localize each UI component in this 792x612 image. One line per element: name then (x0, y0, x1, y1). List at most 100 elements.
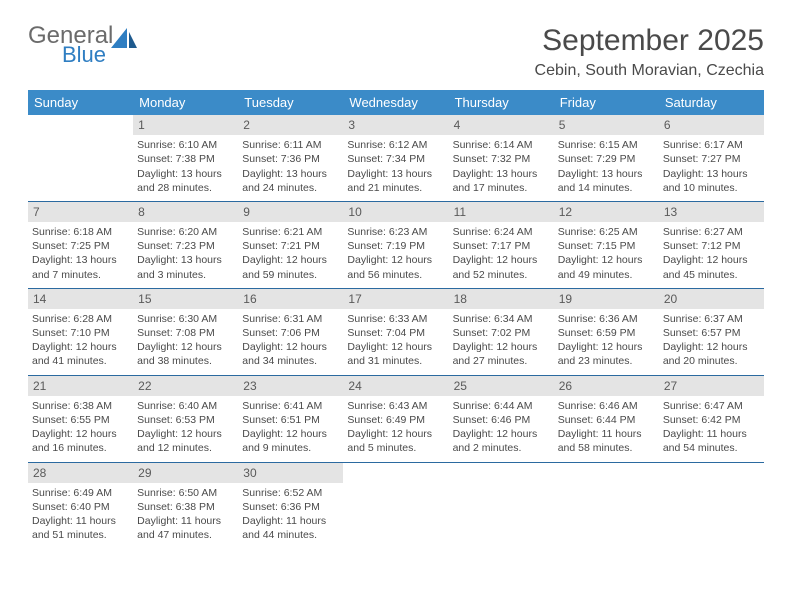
day-number: 20 (659, 289, 764, 309)
day-cell: 10Sunrise: 6:23 AMSunset: 7:19 PMDayligh… (343, 202, 448, 288)
day-number: 19 (554, 289, 659, 309)
sunset-text: Sunset: 6:44 PM (558, 413, 655, 427)
daylight-text: Daylight: 12 hours and 2 minutes. (453, 427, 550, 455)
sunrise-text: Sunrise: 6:24 AM (453, 225, 550, 239)
sunset-text: Sunset: 7:23 PM (137, 239, 234, 253)
day-header: Sunday (28, 90, 133, 115)
week-row: 21Sunrise: 6:38 AMSunset: 6:55 PMDayligh… (28, 376, 764, 462)
day-cell: 5Sunrise: 6:15 AMSunset: 7:29 PMDaylight… (554, 115, 659, 201)
sunset-text: Sunset: 7:34 PM (347, 152, 444, 166)
day-cell: 1Sunrise: 6:10 AMSunset: 7:38 PMDaylight… (133, 115, 238, 201)
daylight-text: Daylight: 12 hours and 38 minutes. (137, 340, 234, 368)
day-number: 27 (659, 376, 764, 396)
day-number: 10 (343, 202, 448, 222)
day-number: 23 (238, 376, 343, 396)
sunset-text: Sunset: 6:59 PM (558, 326, 655, 340)
sunrise-text: Sunrise: 6:12 AM (347, 138, 444, 152)
sunset-text: Sunset: 7:12 PM (663, 239, 760, 253)
day-cell: 14Sunrise: 6:28 AMSunset: 7:10 PMDayligh… (28, 289, 133, 375)
day-number: 28 (28, 463, 133, 483)
sunrise-text: Sunrise: 6:15 AM (558, 138, 655, 152)
sunrise-text: Sunrise: 6:21 AM (242, 225, 339, 239)
day-number: 2 (238, 115, 343, 135)
sunset-text: Sunset: 7:32 PM (453, 152, 550, 166)
day-cell: 15Sunrise: 6:30 AMSunset: 7:08 PMDayligh… (133, 289, 238, 375)
week-row: 14Sunrise: 6:28 AMSunset: 7:10 PMDayligh… (28, 289, 764, 375)
day-cell: 28Sunrise: 6:49 AMSunset: 6:40 PMDayligh… (28, 463, 133, 549)
sunset-text: Sunset: 6:57 PM (663, 326, 760, 340)
day-cell: 26Sunrise: 6:46 AMSunset: 6:44 PMDayligh… (554, 376, 659, 462)
sunset-text: Sunset: 6:42 PM (663, 413, 760, 427)
day-cell: 8Sunrise: 6:20 AMSunset: 7:23 PMDaylight… (133, 202, 238, 288)
day-cell: 17Sunrise: 6:33 AMSunset: 7:04 PMDayligh… (343, 289, 448, 375)
day-number: 17 (343, 289, 448, 309)
sunrise-text: Sunrise: 6:34 AM (453, 312, 550, 326)
sunrise-text: Sunrise: 6:31 AM (242, 312, 339, 326)
sunset-text: Sunset: 6:38 PM (137, 500, 234, 514)
sunrise-text: Sunrise: 6:11 AM (242, 138, 339, 152)
sunrise-text: Sunrise: 6:38 AM (32, 399, 129, 413)
sunrise-text: Sunrise: 6:49 AM (32, 486, 129, 500)
daylight-text: Daylight: 12 hours and 52 minutes. (453, 253, 550, 281)
sunset-text: Sunset: 7:27 PM (663, 152, 760, 166)
sunset-text: Sunset: 6:36 PM (242, 500, 339, 514)
day-number: 21 (28, 376, 133, 396)
daylight-text: Daylight: 12 hours and 56 minutes. (347, 253, 444, 281)
day-cell (659, 463, 764, 549)
sunset-text: Sunset: 6:49 PM (347, 413, 444, 427)
calendar-head: Sunday Monday Tuesday Wednesday Thursday… (28, 90, 764, 115)
day-cell: 12Sunrise: 6:25 AMSunset: 7:15 PMDayligh… (554, 202, 659, 288)
day-number: 5 (554, 115, 659, 135)
day-number: 8 (133, 202, 238, 222)
sunset-text: Sunset: 6:40 PM (32, 500, 129, 514)
sunrise-text: Sunrise: 6:20 AM (137, 225, 234, 239)
sunset-text: Sunset: 7:25 PM (32, 239, 129, 253)
day-cell: 4Sunrise: 6:14 AMSunset: 7:32 PMDaylight… (449, 115, 554, 201)
day-cell: 23Sunrise: 6:41 AMSunset: 6:51 PMDayligh… (238, 376, 343, 462)
day-cell: 29Sunrise: 6:50 AMSunset: 6:38 PMDayligh… (133, 463, 238, 549)
calendar-page: General Blue September 2025 Cebin, South… (0, 0, 792, 572)
day-number: 25 (449, 376, 554, 396)
sunset-text: Sunset: 6:51 PM (242, 413, 339, 427)
day-number: 26 (554, 376, 659, 396)
sunset-text: Sunset: 7:08 PM (137, 326, 234, 340)
day-number: 29 (133, 463, 238, 483)
sunset-text: Sunset: 7:17 PM (453, 239, 550, 253)
day-header: Friday (554, 90, 659, 115)
sunrise-text: Sunrise: 6:17 AM (663, 138, 760, 152)
sunset-text: Sunset: 7:10 PM (32, 326, 129, 340)
day-number: 16 (238, 289, 343, 309)
sunset-text: Sunset: 7:36 PM (242, 152, 339, 166)
sunset-text: Sunset: 7:15 PM (558, 239, 655, 253)
sunset-text: Sunset: 6:53 PM (137, 413, 234, 427)
day-cell: 9Sunrise: 6:21 AMSunset: 7:21 PMDaylight… (238, 202, 343, 288)
daylight-text: Daylight: 12 hours and 59 minutes. (242, 253, 339, 281)
sunset-text: Sunset: 7:21 PM (242, 239, 339, 253)
brand-logo: General Blue (28, 24, 139, 66)
day-cell: 7Sunrise: 6:18 AMSunset: 7:25 PMDaylight… (28, 202, 133, 288)
daylight-text: Daylight: 12 hours and 12 minutes. (137, 427, 234, 455)
day-header: Saturday (659, 90, 764, 115)
day-number: 3 (343, 115, 448, 135)
day-number: 18 (449, 289, 554, 309)
week-row: 28 Sunrise: 6:49 AMSunset: 6:40 PM Dayligh… (28, 463, 764, 549)
daylight-text: Daylight: 12 hours and 41 minutes. (32, 340, 129, 368)
daylight-text: Daylight: 13 hours and 10 minutes. (663, 167, 760, 195)
day-cell: 16Sunrise: 6:31 AMSunset: 7:06 PMDayligh… (238, 289, 343, 375)
sunset-text: Sunset: 7:04 PM (347, 326, 444, 340)
daylight-text: Daylight: 11 hours and 47 minutes. (137, 514, 234, 542)
day-cell: 21Sunrise: 6:38 AMSunset: 6:55 PMDayligh… (28, 376, 133, 462)
day-cell: 20Sunrise: 6:37 AMSunset: 6:57 PMDayligh… (659, 289, 764, 375)
sunrise-text: Sunrise: 6:33 AM (347, 312, 444, 326)
sunrise-text: Sunrise: 6:43 AM (347, 399, 444, 413)
daylight-text: Daylight: 13 hours and 14 minutes. (558, 167, 655, 195)
daylight-text: Daylight: 12 hours and 23 minutes. (558, 340, 655, 368)
sunset-text: Sunset: 7:06 PM (242, 326, 339, 340)
day-cell: 25Sunrise: 6:44 AMSunset: 6:46 PMDayligh… (449, 376, 554, 462)
day-cell: 2Sunrise: 6:11 AMSunset: 7:36 PMDaylight… (238, 115, 343, 201)
sunset-text: Sunset: 7:02 PM (453, 326, 550, 340)
calendar-table: Sunday Monday Tuesday Wednesday Thursday… (28, 90, 764, 548)
daylight-text: Daylight: 12 hours and 9 minutes. (242, 427, 339, 455)
daylight-text: Daylight: 12 hours and 45 minutes. (663, 253, 760, 281)
day-cell: 6Sunrise: 6:17 AMSunset: 7:27 PMDaylight… (659, 115, 764, 201)
